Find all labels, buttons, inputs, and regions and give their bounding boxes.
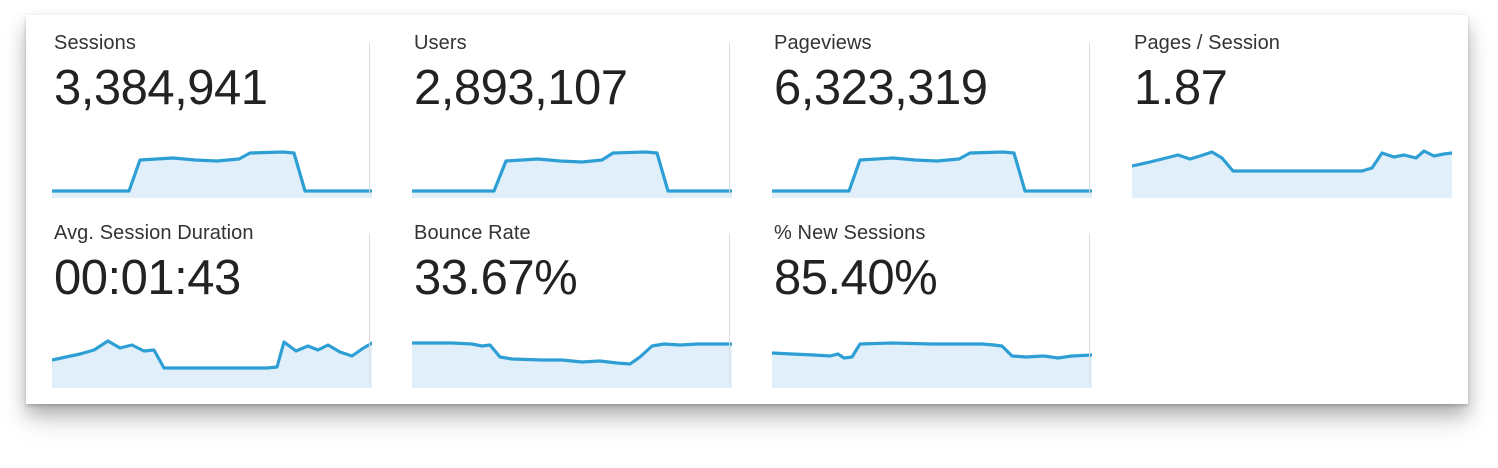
metric-card-avg-session-duration[interactable]: Avg. Session Duration 00:01:43 xyxy=(26,221,386,396)
metric-value-users: 2,893,107 xyxy=(414,61,628,115)
sparkline-area-pages-per-session xyxy=(1132,151,1452,198)
metric-label-pageviews: Pageviews xyxy=(774,32,872,54)
sparkline-new-sessions-percent xyxy=(772,332,1092,388)
sparkline-line-new-sessions-percent xyxy=(772,341,1092,360)
metric-card-pageviews[interactable]: Pageviews 6,323,319 xyxy=(746,31,1106,206)
sparkline-line-bounce-rate xyxy=(412,341,732,366)
metric-label-pages-per-session: Pages / Session xyxy=(1134,32,1281,54)
sparkline-pageviews xyxy=(772,142,1092,198)
metric-value-pages-per-session: 1.87 xyxy=(1134,61,1228,115)
sparkline-line-pages-per-session xyxy=(1132,149,1452,173)
metrics-panel: Sessions 3,384,941 Users 2,893,107 xyxy=(26,14,1468,404)
metric-value-bounce-rate: 33.67% xyxy=(414,251,578,305)
metric-row-2: Avg. Session Duration 00:01:43 Bounce Ra… xyxy=(26,221,1468,396)
metric-value-avg-session-duration: 00:01:43 xyxy=(54,251,241,305)
sparkline-area-users xyxy=(412,152,732,198)
sparkline-svg-sessions xyxy=(52,150,372,198)
metric-label-bounce-rate: Bounce Rate xyxy=(414,222,531,244)
card-divider xyxy=(729,233,730,385)
card-divider xyxy=(729,43,730,195)
sparkline-area-bounce-rate xyxy=(412,343,732,388)
sparkline-bounce-rate xyxy=(412,332,732,388)
metric-card-bounce-rate[interactable]: Bounce Rate 33.67% xyxy=(386,221,746,396)
metric-label-avg-session-duration: Avg. Session Duration xyxy=(54,222,254,244)
metric-card-pages-per-session[interactable]: Pages / Session 1.87 xyxy=(1106,31,1468,206)
sparkline-svg-bounce-rate xyxy=(412,341,732,388)
sparkline-svg-new-sessions-percent xyxy=(772,341,1092,388)
metric-card-users[interactable]: Users 2,893,107 xyxy=(386,31,746,206)
sparkline-svg-users xyxy=(412,150,732,198)
metric-value-pageviews: 6,323,319 xyxy=(774,61,988,115)
card-divider xyxy=(1089,233,1090,385)
sparkline-line-users xyxy=(412,150,732,193)
metric-value-new-sessions-percent: 85.40% xyxy=(774,251,938,305)
metric-card-sessions[interactable]: Sessions 3,384,941 xyxy=(26,31,386,206)
sparkline-svg-avg-session-duration xyxy=(52,339,372,388)
card-divider xyxy=(369,233,370,385)
sparkline-area-avg-session-duration xyxy=(52,341,372,388)
sparkline-avg-session-duration xyxy=(52,332,372,388)
sparkline-sessions xyxy=(52,142,372,198)
sparkline-svg-pages-per-session xyxy=(1132,149,1452,198)
sparkline-line-sessions xyxy=(52,150,372,193)
metric-label-users: Users xyxy=(414,32,467,54)
sparkline-line-avg-session-duration xyxy=(52,339,372,370)
sparkline-area-new-sessions-percent xyxy=(772,343,1092,388)
metric-row-1: Sessions 3,384,941 Users 2,893,107 xyxy=(26,31,1468,206)
metric-card-empty-slot xyxy=(1106,221,1468,396)
sparkline-svg-pageviews xyxy=(772,150,1092,198)
card-divider xyxy=(1089,43,1090,195)
sparkline-users xyxy=(412,142,732,198)
sparkline-line-pageviews xyxy=(772,150,1092,193)
sparkline-pages-per-session xyxy=(1132,142,1452,198)
metric-grid: Sessions 3,384,941 Users 2,893,107 xyxy=(26,15,1468,404)
metric-label-sessions: Sessions xyxy=(54,32,136,54)
metric-value-sessions: 3,384,941 xyxy=(54,61,268,115)
card-divider xyxy=(369,43,370,195)
metric-label-new-sessions-percent: % New Sessions xyxy=(774,222,926,244)
metric-card-new-sessions-percent[interactable]: % New Sessions 85.40% xyxy=(746,221,1106,396)
